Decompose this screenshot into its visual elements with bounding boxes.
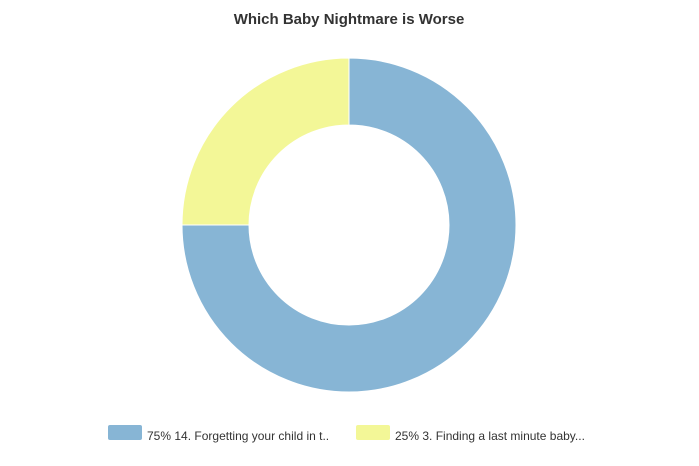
legend-value: 75% [147, 429, 171, 443]
legend-swatch [108, 425, 142, 440]
legend-label: 75% 14. Forgetting your child in t.. [147, 429, 329, 443]
legend-swatch [356, 425, 390, 440]
legend-item: 25% 3. Finding a last minute baby... [356, 425, 585, 443]
donut-slice [181, 57, 517, 393]
legend-category: 3. Finding a last minute baby... [422, 429, 585, 443]
legend-category: 14. Forgetting your child in t.. [174, 429, 329, 443]
legend-item: 75% 14. Forgetting your child in t.. [108, 425, 329, 443]
donut-slice [181, 57, 350, 226]
chart-title: Which Baby Nightmare is Worse [234, 11, 465, 28]
legend-label: 25% 3. Finding a last minute baby... [395, 429, 585, 443]
legend-value: 25% [395, 429, 419, 443]
